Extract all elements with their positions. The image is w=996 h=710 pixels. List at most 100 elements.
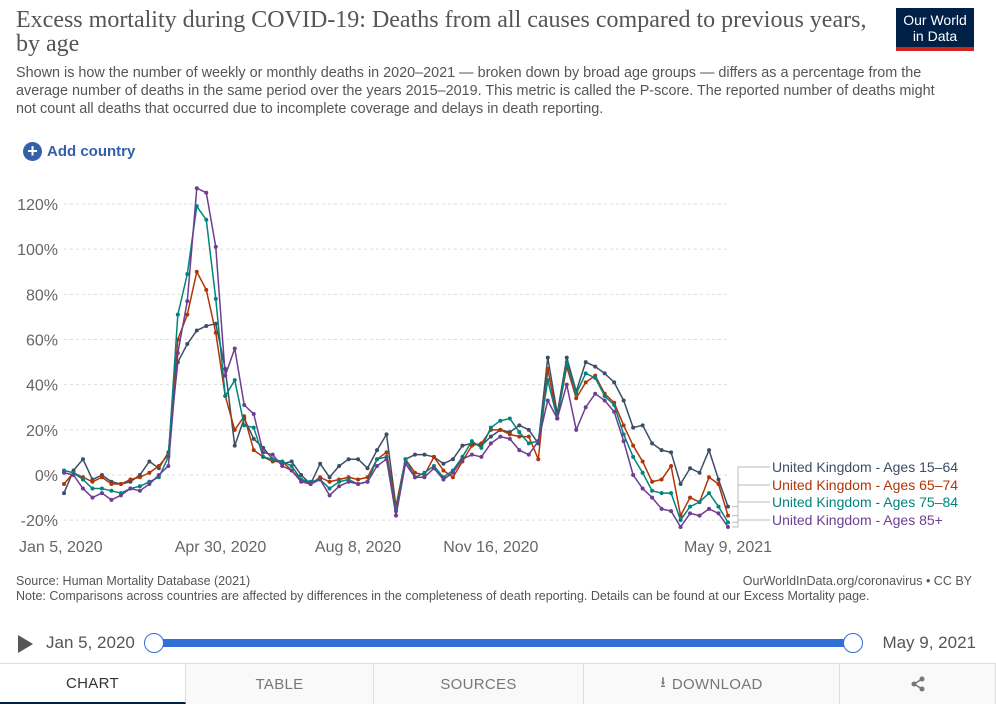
data-point[interactable] xyxy=(232,378,237,383)
data-point[interactable] xyxy=(251,436,256,441)
data-point[interactable] xyxy=(707,491,712,496)
data-point[interactable] xyxy=(318,477,323,482)
data-point[interactable] xyxy=(204,190,209,195)
data-point[interactable] xyxy=(166,463,171,468)
data-point[interactable] xyxy=(707,475,712,480)
data-point[interactable] xyxy=(223,373,228,378)
data-point[interactable] xyxy=(631,473,636,477)
data-point[interactable] xyxy=(460,443,465,448)
data-point[interactable] xyxy=(62,482,66,487)
data-point[interactable] xyxy=(185,342,190,347)
data-point[interactable] xyxy=(137,475,142,480)
data-point[interactable] xyxy=(251,425,256,430)
line-chart[interactable]: -20% 0% 20% 40% 60% 80% 100% 120% Jan 5, 2020 Apr… xyxy=(0,180,996,570)
data-point[interactable] xyxy=(204,323,209,328)
data-point[interactable] xyxy=(583,380,588,385)
data-point[interactable] xyxy=(688,466,693,471)
tab-chart[interactable]: CHART xyxy=(0,664,186,704)
data-point[interactable] xyxy=(545,366,550,371)
data-point[interactable] xyxy=(62,470,66,475)
data-point[interactable] xyxy=(545,355,550,360)
data-point[interactable] xyxy=(688,511,693,516)
data-point[interactable] xyxy=(90,486,95,491)
data-point[interactable] xyxy=(602,371,607,376)
data-point[interactable] xyxy=(80,477,85,482)
data-point[interactable] xyxy=(517,423,522,428)
share-button[interactable] xyxy=(840,664,996,704)
owid-logo[interactable]: Our World in Data xyxy=(896,8,974,51)
data-point[interactable] xyxy=(137,488,142,493)
data-point[interactable] xyxy=(507,416,512,421)
data-point[interactable] xyxy=(659,491,664,496)
data-point[interactable] xyxy=(213,330,218,335)
data-point[interactable] xyxy=(574,396,579,401)
data-point[interactable] xyxy=(612,380,617,385)
data-point[interactable] xyxy=(488,434,493,439)
legend-label[interactable]: United Kingdom - Ages 75–84 xyxy=(772,494,958,510)
data-point[interactable] xyxy=(232,346,237,351)
data-point[interactable] xyxy=(536,439,541,444)
data-point[interactable] xyxy=(289,468,294,473)
data-point[interactable] xyxy=(716,477,721,482)
data-point[interactable] xyxy=(62,491,66,496)
data-point[interactable] xyxy=(185,272,190,277)
data-point[interactable] xyxy=(469,443,474,448)
data-point[interactable] xyxy=(669,450,674,455)
data-point[interactable] xyxy=(346,457,351,462)
data-point[interactable] xyxy=(194,186,199,191)
series-3[interactable] xyxy=(62,204,730,525)
series-1[interactable] xyxy=(62,321,730,509)
legend-label[interactable]: United Kingdom - Ages 65–74 xyxy=(772,477,958,493)
data-point[interactable] xyxy=(213,296,218,301)
series-line[interactable] xyxy=(63,271,729,517)
data-point[interactable] xyxy=(109,488,114,493)
data-point[interactable] xyxy=(640,459,645,464)
play-icon[interactable] xyxy=(18,635,33,653)
data-point[interactable] xyxy=(650,441,655,446)
data-point[interactable] xyxy=(678,518,683,523)
data-point[interactable] xyxy=(726,524,730,529)
data-point[interactable] xyxy=(270,457,275,462)
data-point[interactable] xyxy=(659,477,664,482)
data-point[interactable] xyxy=(564,355,569,360)
data-point[interactable] xyxy=(526,434,531,439)
data-point[interactable] xyxy=(128,477,133,482)
data-point[interactable] xyxy=(517,448,522,453)
data-point[interactable] xyxy=(232,443,237,448)
data-point[interactable] xyxy=(289,459,294,464)
data-point[interactable] xyxy=(631,454,636,459)
data-point[interactable] xyxy=(621,432,626,437)
data-point[interactable] xyxy=(251,412,256,417)
data-point[interactable] xyxy=(99,475,104,480)
data-point[interactable] xyxy=(564,382,569,387)
data-point[interactable] xyxy=(669,491,674,496)
data-point[interactable] xyxy=(564,360,569,365)
data-point[interactable] xyxy=(365,466,370,471)
data-point[interactable] xyxy=(441,477,446,482)
data-point[interactable] xyxy=(707,448,712,453)
data-point[interactable] xyxy=(612,409,617,414)
source-text[interactable]: Source: Human Mortality Database (2021) xyxy=(16,574,251,588)
data-point[interactable] xyxy=(99,491,104,496)
data-point[interactable] xyxy=(450,457,455,462)
tab-table[interactable]: TABLE xyxy=(186,664,374,704)
data-point[interactable] xyxy=(688,495,693,500)
data-point[interactable] xyxy=(90,495,95,500)
data-point[interactable] xyxy=(194,269,199,274)
data-point[interactable] xyxy=(80,457,85,462)
data-point[interactable] xyxy=(555,416,560,421)
data-point[interactable] xyxy=(678,482,683,487)
data-point[interactable] xyxy=(450,475,455,480)
tab-download[interactable]: ⭳ DOWNLOAD xyxy=(584,664,840,704)
data-point[interactable] xyxy=(99,486,104,491)
data-point[interactable] xyxy=(640,486,645,491)
data-point[interactable] xyxy=(261,450,266,455)
data-point[interactable] xyxy=(517,434,522,439)
data-point[interactable] xyxy=(289,463,294,468)
data-point[interactable] xyxy=(479,445,484,450)
data-point[interactable] xyxy=(526,427,531,432)
data-point[interactable] xyxy=(640,423,645,428)
license-link[interactable]: OurWorldInData.org/coronavirus • CC BY xyxy=(742,574,972,588)
data-point[interactable] xyxy=(583,371,588,376)
data-point[interactable] xyxy=(213,244,218,249)
